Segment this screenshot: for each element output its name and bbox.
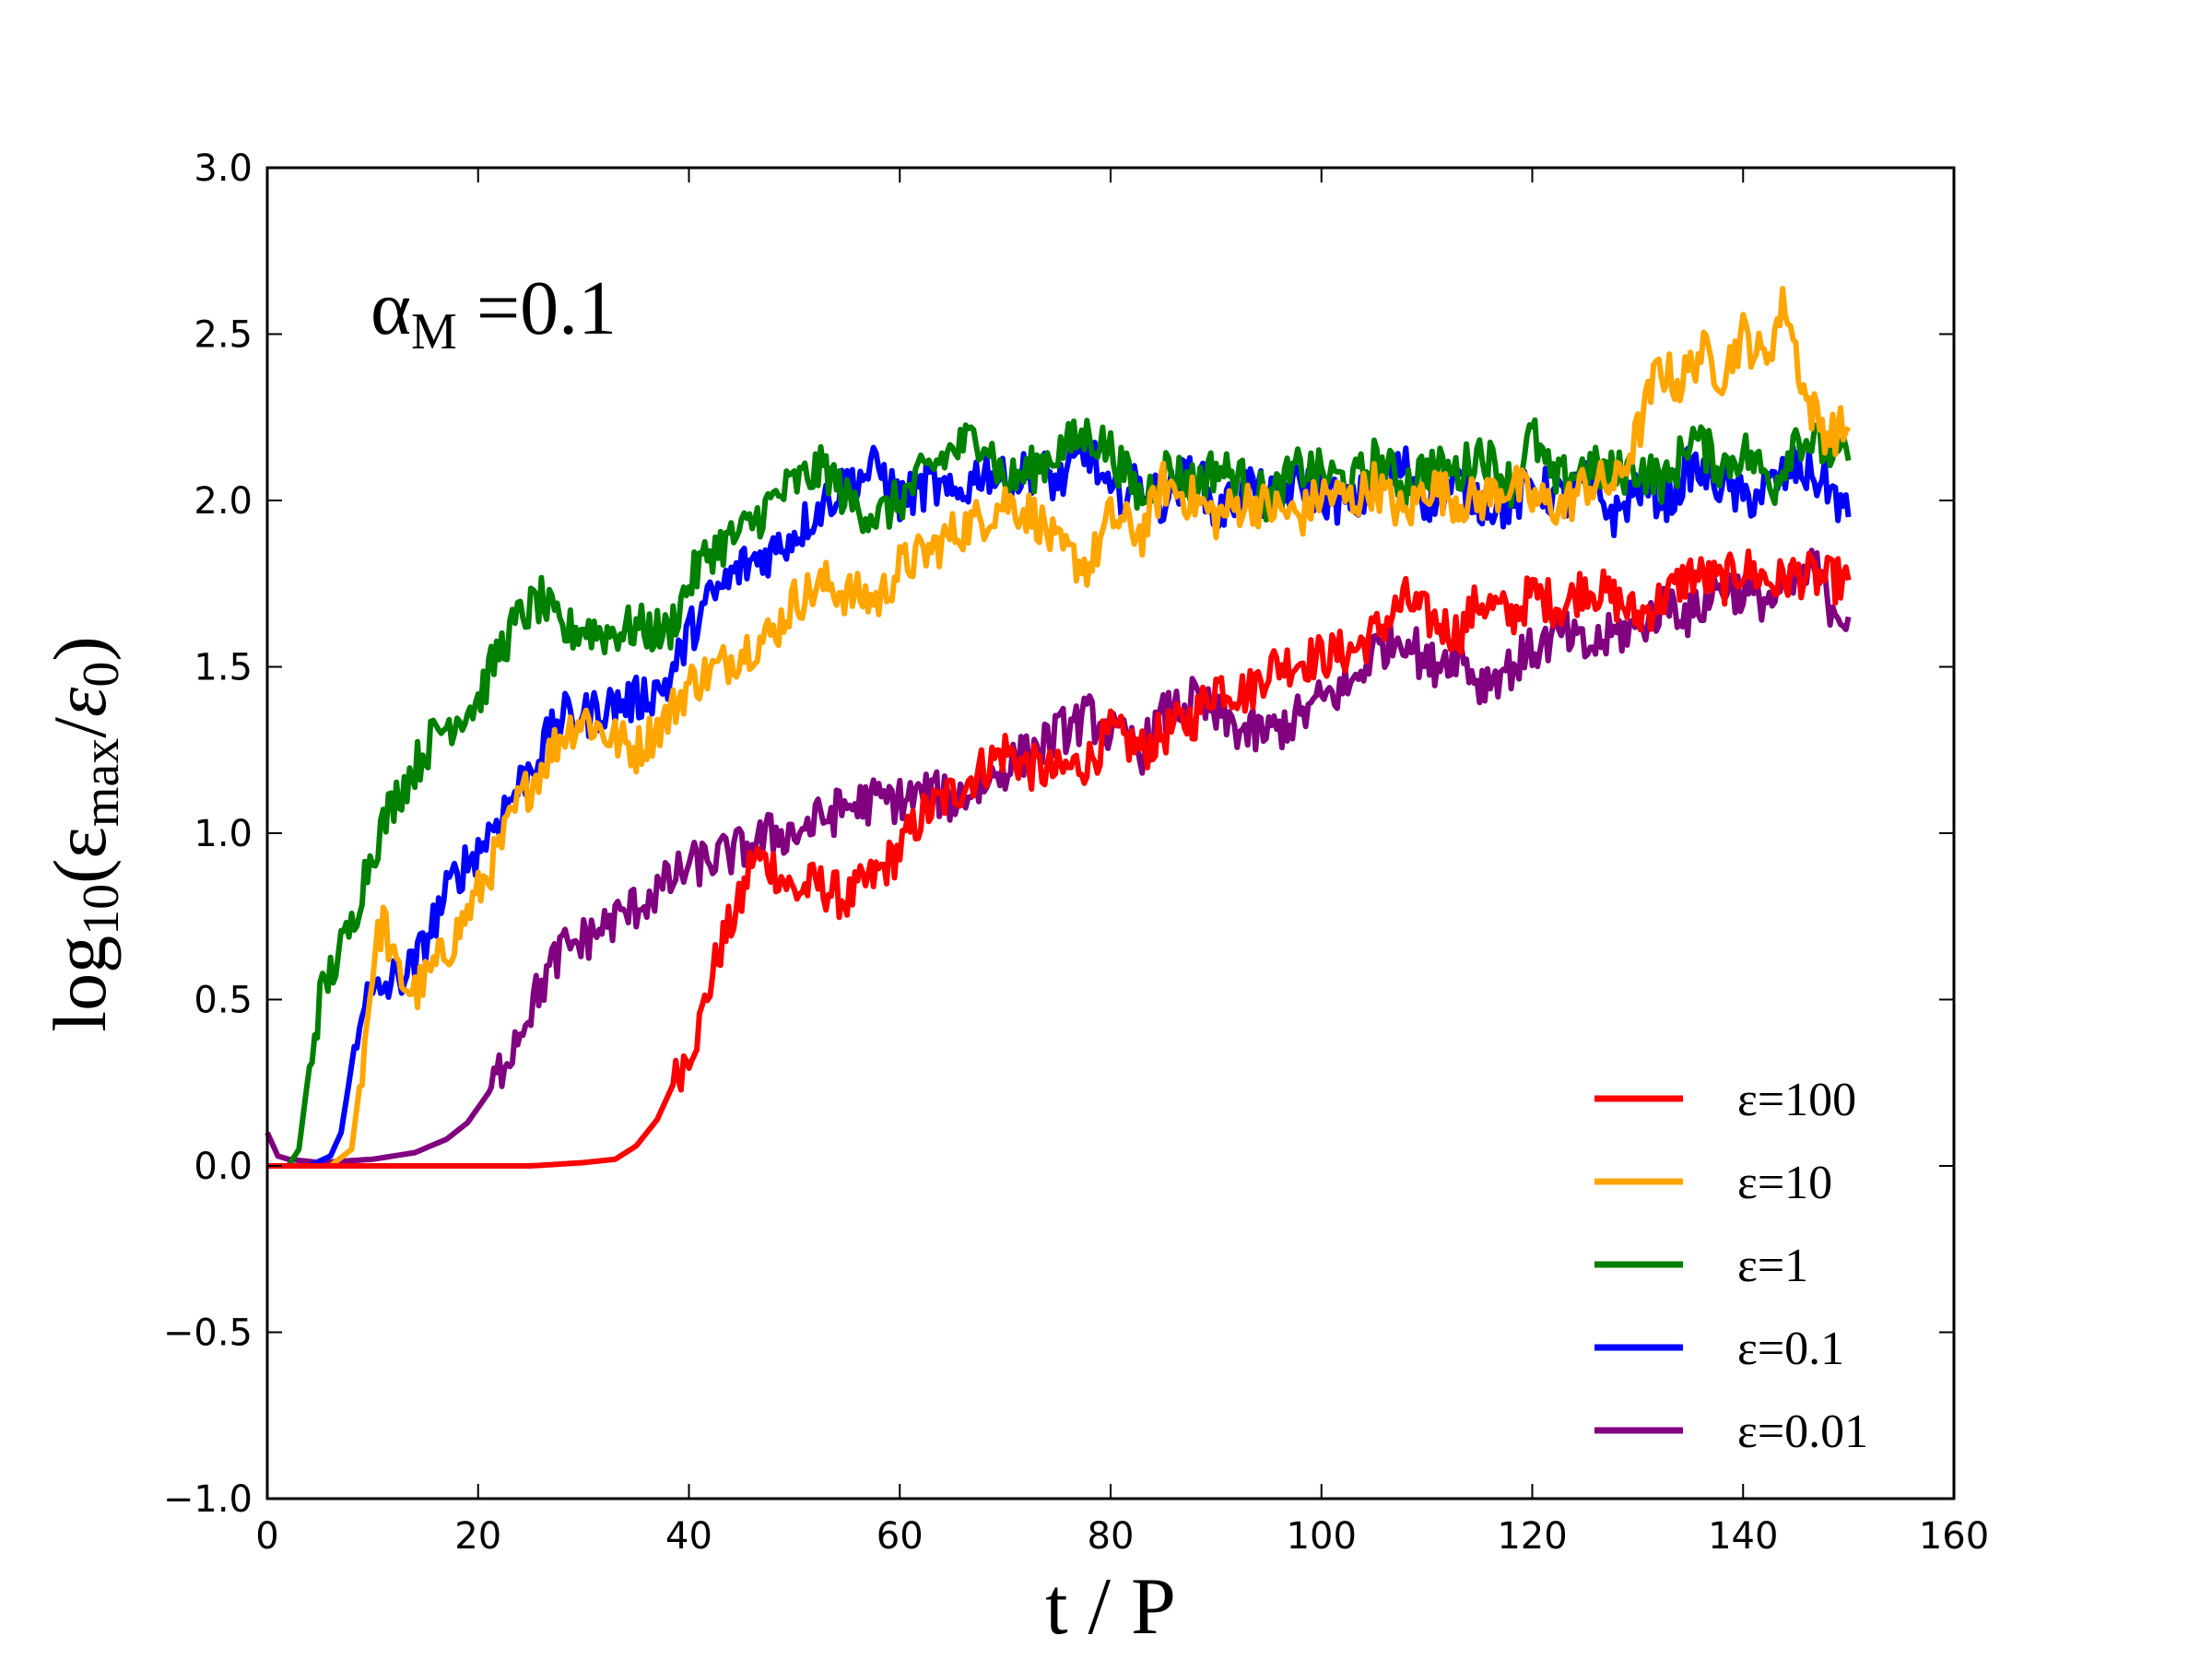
ylabel-den-sub: 0 bbox=[73, 662, 130, 688]
series-layer bbox=[265, 286, 1852, 1169]
x-axis-title: t / P bbox=[1045, 1562, 1176, 1652]
ylabel-slash: / bbox=[38, 717, 122, 738]
series-line-0 bbox=[266, 548, 1852, 1169]
y-tick-label: 1.5 bbox=[194, 647, 253, 689]
ylabel-den: ε bbox=[38, 687, 122, 717]
x-tick-label: 40 bbox=[665, 1515, 712, 1558]
x-tick-label: 80 bbox=[1088, 1515, 1135, 1558]
ylabel-close: ) bbox=[38, 636, 122, 661]
legend-label-4: ε=0.01 bbox=[1737, 1406, 1868, 1458]
x-tick-label: 160 bbox=[1919, 1515, 1989, 1558]
y-tick-label: −0.5 bbox=[163, 1312, 253, 1355]
series-line-4 bbox=[265, 547, 1852, 1166]
y-tick-label: 3.0 bbox=[194, 147, 253, 190]
annotation-symbol: α bbox=[371, 265, 411, 351]
annotation-subscript: M bbox=[411, 303, 457, 360]
y-tick-label: 2.5 bbox=[194, 314, 253, 357]
y-tick-label: 0.0 bbox=[194, 1146, 253, 1188]
ylabel-open: ( bbox=[38, 859, 122, 884]
x-tick-label: 0 bbox=[255, 1515, 278, 1558]
legend-label-2: ε=1 bbox=[1737, 1240, 1808, 1292]
legend: ε=100 ε=10 ε=1 ε=0.1 ε=0.01 bbox=[1594, 1074, 1868, 1458]
series-line-1 bbox=[266, 286, 1852, 1169]
ylabel-num: ε bbox=[38, 827, 122, 858]
y-tick-label: −1.0 bbox=[163, 1478, 253, 1521]
x-tick-label: 60 bbox=[877, 1515, 924, 1558]
y-tick-label: 1.0 bbox=[194, 813, 253, 855]
x-tick-label: 140 bbox=[1708, 1515, 1778, 1558]
y-axis-title: log10(εmax/ε0) bbox=[38, 636, 130, 1031]
legend-label-1: ε=10 bbox=[1737, 1157, 1832, 1209]
ylabel-base: 10 bbox=[73, 884, 130, 935]
y-ticks: −1.0 −0.5 0.0 0.5 1.0 1.5 2.0 2.5 3.0 bbox=[163, 147, 1954, 1521]
x-tick-label: 120 bbox=[1497, 1515, 1567, 1558]
x-ticks: 0 20 40 60 80 100 120 140 160 bbox=[255, 168, 1989, 1558]
annotation-value: =0.1 bbox=[457, 265, 617, 351]
x-tick-label: 100 bbox=[1287, 1515, 1357, 1558]
x-tick-label: 20 bbox=[454, 1515, 501, 1558]
legend-label-3: ε=0.1 bbox=[1737, 1323, 1844, 1375]
annotation-alpha: αM =0.1 bbox=[371, 265, 617, 360]
ylabel-num-sub: max bbox=[73, 738, 130, 827]
legend-label-0: ε=100 bbox=[1737, 1074, 1856, 1126]
y-tick-label: 2.0 bbox=[194, 480, 253, 523]
ylabel-prefix: log bbox=[38, 935, 122, 1032]
y-tick-label: 0.5 bbox=[194, 980, 253, 1022]
